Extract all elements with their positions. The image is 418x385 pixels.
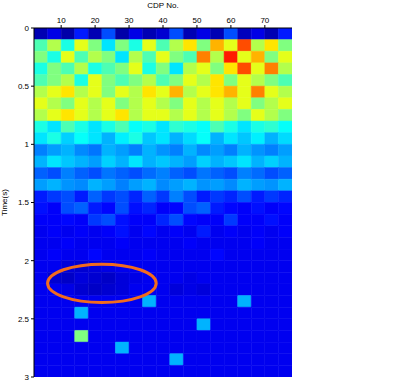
svg-text:0.5: 0.5 — [18, 82, 30, 91]
svg-text:50: 50 — [192, 16, 201, 25]
svg-text:2: 2 — [25, 257, 30, 266]
svg-text:70: 70 — [260, 16, 269, 25]
svg-text:20: 20 — [91, 16, 100, 25]
svg-text:2.5: 2.5 — [18, 315, 30, 324]
svg-text:10: 10 — [57, 16, 66, 25]
svg-text:Time(s): Time(s) — [0, 189, 9, 216]
svg-text:3: 3 — [25, 373, 30, 382]
svg-text:1: 1 — [25, 140, 30, 149]
svg-text:CDP No.: CDP No. — [147, 1, 178, 10]
svg-text:30: 30 — [125, 16, 134, 25]
svg-text:40: 40 — [159, 16, 168, 25]
svg-text:0: 0 — [25, 24, 30, 33]
svg-text:60: 60 — [226, 16, 235, 25]
svg-text:1.5: 1.5 — [18, 198, 30, 207]
